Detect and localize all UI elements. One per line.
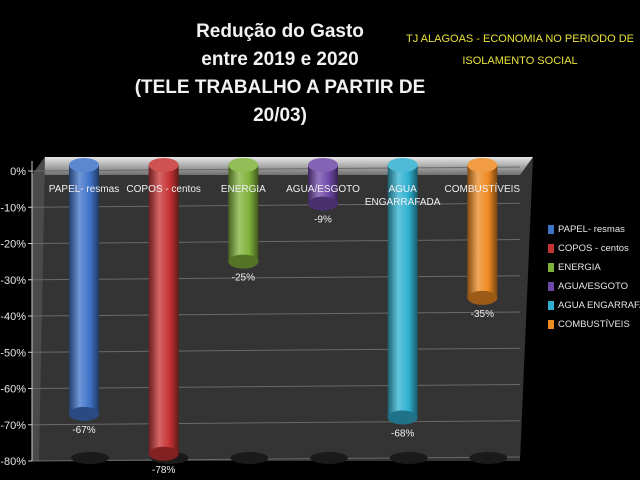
subtitle-line-2: ISOLAMENTO SOCIAL	[462, 55, 578, 67]
y-axis: 0% -10% -20% -30% -40% -50% -60% -70% -80%	[0, 161, 33, 468]
y-tick-label: -70%	[0, 420, 26, 432]
legend-item: PAPEL- resmas	[548, 220, 640, 239]
chart-title: Redução do Gasto entre 2019 e 2020 (TELE…	[120, 18, 440, 130]
category-label: COPOS - centos	[126, 184, 200, 195]
legend-swatch	[548, 244, 554, 253]
bar-1	[69, 158, 109, 464]
bar-bottom-cap	[228, 254, 259, 269]
bar-shadow	[230, 452, 269, 464]
bar-6	[467, 158, 508, 464]
bar-body	[467, 165, 498, 298]
left-wall	[32, 157, 45, 461]
bar-body	[387, 165, 418, 418]
bar-bottom-cap	[69, 406, 99, 421]
legend-swatch	[548, 225, 554, 234]
bar-3	[228, 158, 269, 464]
data-label: -9%	[314, 215, 332, 226]
gridline	[31, 166, 521, 172]
title-line-3: (TELE TRABALHO A PARTIR DE 20/03)	[134, 77, 426, 126]
bar-shadow	[389, 452, 428, 464]
legend-label: AGUA/ESGOTO	[558, 281, 629, 292]
back-wall	[32, 157, 533, 461]
y-tick-label: -60%	[0, 384, 26, 396]
y-tick-label: -80%	[0, 456, 26, 468]
gridline	[31, 202, 521, 208]
bar-bottom-cap	[308, 196, 338, 211]
bar-body	[69, 165, 99, 414]
legend-item: AGUA/ESGOTO	[548, 277, 640, 296]
bar-bottom-cap	[387, 410, 418, 425]
legend-label: ENERGIA	[558, 262, 601, 273]
gridline	[31, 311, 521, 317]
bar-4	[308, 158, 348, 464]
bar-2	[148, 158, 189, 464]
legend-swatch	[548, 263, 554, 272]
data-label: -25%	[232, 273, 255, 284]
legend-item: ENERGIA	[548, 258, 640, 277]
category-label: PAPEL- resmas	[49, 184, 119, 195]
bar-bottom-cap	[467, 290, 498, 305]
bar-top-cap	[467, 158, 498, 172]
data-label: -67%	[72, 425, 95, 436]
legend-label: PAPEL- resmas	[558, 224, 625, 235]
bar-top-cap	[228, 158, 259, 172]
legend-item: COPOS - centos	[548, 239, 640, 258]
bar-top-cap	[69, 158, 99, 172]
bar-bottom-cap	[148, 446, 179, 461]
gridline	[31, 384, 521, 389]
gridline	[31, 347, 521, 353]
gridlines	[31, 166, 521, 462]
gridline	[31, 275, 521, 281]
data-label: -78%	[152, 465, 175, 476]
data-label: -35%	[471, 309, 494, 320]
bar-5	[387, 158, 428, 464]
y-tick-label: -30%	[0, 275, 26, 287]
gridline	[31, 420, 521, 426]
legend-label: COMBUSTÍVEIS	[558, 319, 630, 330]
category-label: ENERGIA	[221, 184, 266, 195]
category-label: AGUA/ESGOTO	[286, 184, 360, 195]
category-labels: PAPEL- resmas COPOS - centos ENERGIA AGUA/E…	[49, 182, 521, 208]
gridline	[31, 456, 521, 462]
category-label: AGUA	[388, 184, 417, 195]
bar-top-cap	[308, 158, 338, 172]
bars	[69, 158, 508, 464]
bar-body	[148, 165, 179, 454]
legend-item: COMBUSTÍVEIS	[548, 315, 640, 334]
bar-top-cap	[387, 158, 418, 172]
legend-label: COPOS - centos	[558, 243, 629, 254]
legend-item: AGUA ENGARRAFA	[548, 296, 640, 315]
data-label: -68%	[391, 429, 414, 440]
chart-subtitle: TJ ALAGOAS - ECONOMIA NO PERIODO DE ISOL…	[400, 28, 640, 72]
bar-top-cap	[148, 158, 179, 172]
y-tick-label: -50%	[0, 347, 26, 359]
y-tick-label: -40%	[0, 311, 26, 323]
y-tick-label: 0%	[10, 166, 26, 178]
title-line-2: entre 2019 e 2020	[201, 49, 359, 70]
top-floor	[32, 157, 533, 175]
bar-shadow	[71, 452, 109, 464]
bar-shadow	[469, 452, 508, 464]
legend-swatch	[548, 320, 554, 329]
bar-body	[228, 165, 259, 262]
legend-swatch	[548, 282, 554, 291]
title-line-1: Redução do Gasto	[196, 21, 364, 42]
gridline	[31, 239, 521, 244]
legend-label: AGUA ENGARRAFA	[558, 300, 640, 311]
subtitle-line-1: TJ ALAGOAS - ECONOMIA NO PERIODO DE	[406, 33, 634, 45]
bar-shadow	[310, 452, 348, 464]
chart-walls	[32, 157, 533, 461]
legend: PAPEL- resmas COPOS - centos ENERGIA AGUA/E…	[548, 220, 640, 334]
category-label: COMBUSTÍVEIS	[445, 182, 521, 195]
y-tick-label: -20%	[0, 239, 26, 251]
y-tick-label: -10%	[0, 202, 26, 214]
data-labels: -67% -78% -25% -9% -68% -35%	[72, 215, 494, 476]
legend-swatch	[548, 301, 554, 310]
category-label: ENGARRAFADA	[365, 197, 441, 208]
